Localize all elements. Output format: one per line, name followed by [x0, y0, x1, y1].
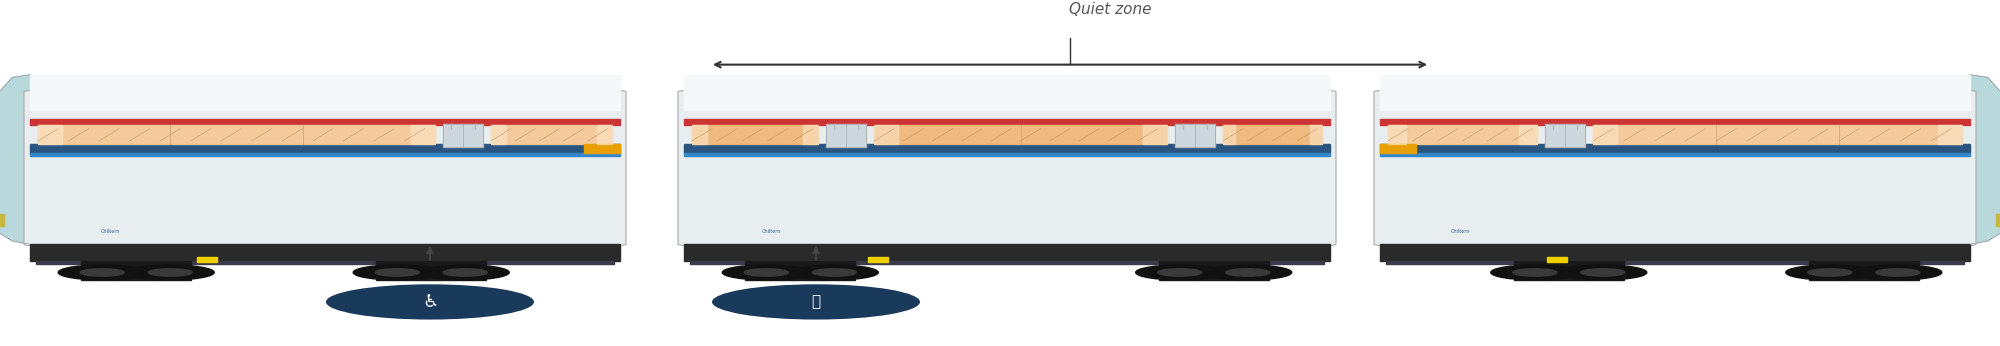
Polygon shape	[1380, 75, 1970, 110]
Circle shape	[1490, 265, 1578, 280]
Text: ♿: ♿	[422, 293, 438, 311]
Polygon shape	[30, 244, 620, 261]
Polygon shape	[0, 214, 4, 226]
Circle shape	[422, 265, 510, 280]
Polygon shape	[584, 144, 620, 153]
Circle shape	[1580, 269, 1624, 276]
Circle shape	[376, 269, 420, 276]
Polygon shape	[1546, 124, 1586, 147]
Circle shape	[354, 265, 442, 280]
Polygon shape	[1158, 261, 1268, 280]
Polygon shape	[684, 153, 1330, 156]
Polygon shape	[1594, 125, 1618, 144]
Polygon shape	[1310, 125, 1322, 144]
Polygon shape	[1380, 144, 1970, 153]
Polygon shape	[490, 125, 612, 144]
Polygon shape	[38, 125, 62, 144]
FancyBboxPatch shape	[1374, 91, 1976, 245]
Polygon shape	[1996, 214, 2000, 226]
Polygon shape	[1514, 261, 1624, 280]
Text: Chiltern: Chiltern	[1450, 229, 1470, 234]
Circle shape	[812, 269, 856, 276]
Polygon shape	[1380, 244, 1970, 261]
Circle shape	[444, 269, 488, 276]
Polygon shape	[82, 261, 192, 280]
Polygon shape	[1388, 125, 1406, 144]
Polygon shape	[802, 125, 818, 144]
Polygon shape	[36, 261, 614, 264]
Circle shape	[1136, 265, 1224, 280]
Circle shape	[1808, 269, 1852, 276]
Circle shape	[790, 265, 878, 280]
Polygon shape	[412, 125, 434, 144]
Ellipse shape	[326, 284, 534, 320]
Polygon shape	[30, 119, 620, 125]
Polygon shape	[868, 257, 888, 262]
Polygon shape	[1386, 261, 1964, 264]
Circle shape	[744, 269, 788, 276]
Circle shape	[126, 265, 214, 280]
Circle shape	[1226, 269, 1270, 276]
Circle shape	[1876, 269, 1920, 276]
Polygon shape	[196, 257, 216, 262]
Circle shape	[148, 269, 192, 276]
FancyBboxPatch shape	[678, 91, 1336, 245]
Circle shape	[58, 265, 146, 280]
Circle shape	[1854, 265, 1942, 280]
Polygon shape	[1222, 125, 1234, 144]
Polygon shape	[1970, 75, 2000, 244]
Circle shape	[722, 265, 810, 280]
Polygon shape	[490, 125, 506, 144]
Circle shape	[80, 269, 124, 276]
Polygon shape	[442, 124, 482, 147]
Polygon shape	[684, 244, 1330, 261]
Ellipse shape	[712, 284, 920, 320]
Polygon shape	[1808, 261, 1918, 280]
Polygon shape	[0, 75, 30, 244]
Polygon shape	[1174, 124, 1214, 147]
Text: Chiltern: Chiltern	[762, 229, 780, 234]
Text: Chiltern: Chiltern	[100, 229, 120, 234]
Polygon shape	[684, 144, 1330, 153]
FancyBboxPatch shape	[24, 91, 626, 245]
Polygon shape	[1520, 125, 1538, 144]
Polygon shape	[1380, 119, 1970, 125]
Polygon shape	[38, 125, 434, 144]
Polygon shape	[1388, 125, 1538, 144]
Polygon shape	[1222, 125, 1322, 144]
Polygon shape	[30, 153, 620, 156]
Polygon shape	[1548, 257, 1568, 262]
Polygon shape	[692, 125, 708, 144]
Polygon shape	[30, 144, 620, 153]
Polygon shape	[1380, 144, 1416, 153]
Polygon shape	[874, 125, 1166, 144]
Polygon shape	[1938, 125, 1962, 144]
Polygon shape	[1142, 125, 1166, 144]
Text: Quiet zone: Quiet zone	[1068, 2, 1152, 17]
Polygon shape	[690, 261, 1324, 264]
Circle shape	[1204, 265, 1292, 280]
Polygon shape	[692, 125, 818, 144]
Text: 🚲: 🚲	[812, 294, 820, 309]
Circle shape	[1158, 269, 1202, 276]
Polygon shape	[874, 125, 898, 144]
Polygon shape	[598, 125, 612, 144]
Circle shape	[1786, 265, 1874, 280]
Polygon shape	[1380, 153, 1970, 156]
Polygon shape	[746, 261, 856, 280]
Polygon shape	[1594, 125, 1962, 144]
Polygon shape	[826, 124, 866, 147]
Polygon shape	[684, 75, 1330, 110]
Polygon shape	[30, 75, 620, 110]
Circle shape	[1512, 269, 1556, 276]
Circle shape	[1558, 265, 1646, 280]
Polygon shape	[376, 261, 486, 280]
Polygon shape	[684, 119, 1330, 125]
